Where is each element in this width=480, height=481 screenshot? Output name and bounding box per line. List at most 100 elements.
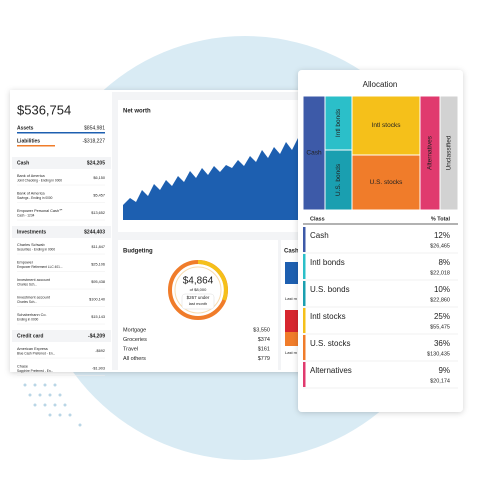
treemap-label: Alternatives — [427, 135, 434, 170]
account-sub: Ending in 0000 — [17, 317, 38, 321]
card-title: Cash — [284, 249, 299, 255]
dot-pattern — [23, 383, 82, 427]
table-header: Class — [310, 216, 325, 222]
budget-amount: $4,864 — [183, 276, 214, 287]
class-amount: $130,435 — [427, 351, 450, 357]
row-color — [303, 362, 306, 387]
row-color — [303, 227, 306, 252]
account-value: -$692 — [95, 349, 105, 353]
assets-value: $854,981 — [84, 125, 105, 131]
budget-of: of $8,000 — [190, 287, 207, 292]
account-name: Schaberhann Co. — [17, 313, 47, 317]
account-value: $95,438 — [91, 280, 105, 284]
class-percent: 8% — [438, 258, 450, 267]
class-name: U.S. stocks — [310, 339, 350, 348]
cash-note: Last m — [285, 350, 298, 355]
allocation-table: Cash 12% $26,465 Intl bonds 8% $22,018 U.S. bo… — [303, 227, 458, 389]
class-name: Intl bonds — [310, 258, 345, 267]
class-percent: 12% — [434, 231, 450, 240]
budget-value: $161 — [258, 346, 270, 352]
assets-label: Assets — [17, 125, 34, 131]
treemap-label: U.S. bonds — [335, 163, 342, 196]
account-value: $13,652 — [91, 211, 105, 215]
treemap-label: Unclassified — [446, 135, 453, 170]
group-total: $244,403 — [84, 229, 105, 235]
budget-value: $374 — [258, 337, 270, 343]
class-amount: $26,465 — [430, 243, 450, 249]
treemap-cell — [324, 95, 353, 151]
cash-bar — [285, 310, 299, 332]
account-value: $25,106 — [91, 263, 105, 267]
account-name: American Express — [17, 347, 48, 351]
account-sub: Charles Sch... — [17, 282, 37, 286]
class-amount: $22,018 — [430, 270, 450, 276]
treemap-label: Intl bonds — [335, 108, 342, 137]
table-header: % Total — [431, 216, 451, 222]
row-color — [303, 335, 306, 360]
group-name: Investments — [17, 229, 46, 235]
group-header-bg — [12, 330, 111, 342]
card-title: Net worth — [123, 109, 151, 115]
treemap-cell — [351, 154, 421, 211]
budget-category: Travel — [123, 346, 138, 352]
treemap: Cash Intl bonds U.S. bonds Intl stocks U.S. … — [302, 95, 459, 211]
class-amount: $55,475 — [430, 324, 450, 330]
budget-badge — [181, 293, 215, 310]
net-worth-total: $536,754 — [17, 102, 71, 117]
account-name: Investment account — [17, 296, 51, 300]
group-header-bg — [12, 157, 111, 169]
account-name: Bank of America — [17, 174, 46, 178]
liabilities-bar — [17, 145, 55, 147]
account-name: Chase — [17, 365, 28, 369]
account-sub: Securities - Ending in 0000 — [17, 247, 55, 251]
budget-period: last month — [189, 301, 207, 306]
account-value: $15,143 — [91, 315, 105, 319]
group-name: Cash — [17, 160, 29, 166]
budget-value: $779 — [258, 356, 270, 362]
account-sub: Sapphire Preferred - En... — [17, 369, 53, 373]
group-total: $24,205 — [87, 160, 105, 166]
row-color — [303, 308, 306, 333]
liabilities-value: -$318,227 — [82, 138, 105, 144]
assets-bar — [17, 132, 105, 134]
allocation-title: Allocation — [363, 80, 398, 89]
class-name: Cash — [310, 231, 329, 240]
card-title: Budgeting — [123, 249, 153, 255]
group-name: Credit card — [17, 333, 43, 339]
class-percent: 36% — [434, 339, 450, 348]
row-color — [303, 281, 306, 306]
account-value: $5,457 — [93, 194, 105, 198]
account-sub: Blue Cash Preferred - En... — [17, 351, 55, 355]
class-amount: $22,860 — [430, 297, 450, 303]
budget-value: $3,550 — [253, 327, 270, 333]
budget-ring-inner — [174, 266, 222, 314]
cash-bar — [285, 332, 299, 346]
account-value: $6,150 — [93, 176, 105, 180]
account-value: $100,140 — [89, 298, 105, 302]
class-percent: 25% — [434, 312, 450, 321]
group-header-bg — [12, 226, 111, 238]
treemap-cell — [439, 95, 459, 211]
treemap-label: Cash — [306, 150, 322, 157]
budget-category: Mortgage — [123, 327, 146, 333]
class-name: Alternatives — [310, 366, 352, 375]
class-percent: 10% — [434, 285, 450, 294]
account-value: -$1,903 — [92, 367, 105, 371]
treemap-cell — [351, 95, 421, 156]
account-value: $11,847 — [92, 245, 105, 249]
class-amount: $20,174 — [430, 378, 450, 384]
account-name: Charles Schwab — [17, 243, 45, 247]
cash-note: Last m — [285, 296, 298, 301]
account-name: Investment account — [17, 278, 51, 282]
budget-category: All others — [123, 356, 146, 362]
row-color — [303, 254, 306, 279]
liabilities-label: Liabilities — [17, 138, 40, 144]
budget-ring-progress — [197, 260, 228, 301]
net-worth-area — [123, 138, 304, 220]
account-sub: Empower Retirement LLC 401... — [17, 265, 63, 269]
account-sub: Charles Sch... — [17, 300, 37, 304]
class-percent: 9% — [438, 366, 450, 375]
class-name: Intl stocks — [310, 312, 346, 321]
